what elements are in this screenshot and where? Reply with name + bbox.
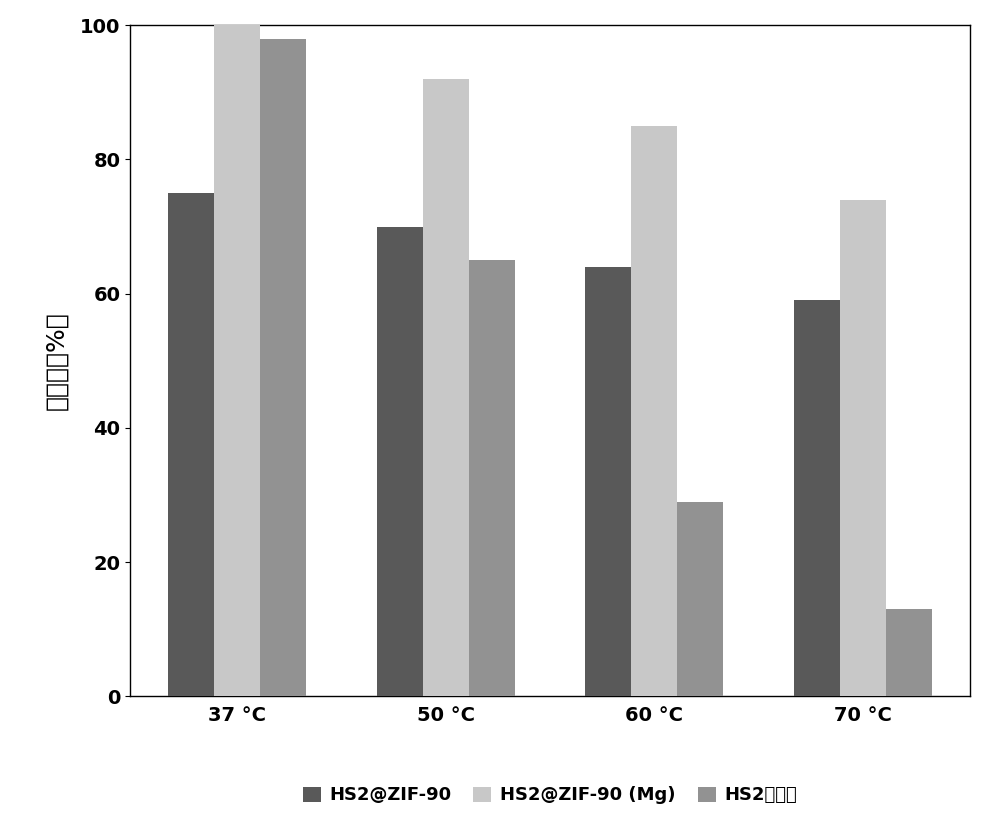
- Bar: [677, 502, 723, 696]
- Bar: [886, 609, 932, 696]
- Bar: [214, 25, 260, 696]
- Bar: [840, 200, 886, 696]
- Legend: HS2@ZIF-90, HS2@ZIF-90 (Mg), HS2游离酶: HS2@ZIF-90, HS2@ZIF-90 (Mg), HS2游离酶: [295, 779, 805, 811]
- Bar: [585, 267, 631, 696]
- Bar: [794, 300, 840, 696]
- Y-axis label: 转化率（%）: 转化率（%）: [45, 311, 69, 410]
- Bar: [631, 126, 677, 696]
- Bar: [423, 79, 469, 696]
- Bar: [469, 260, 515, 696]
- Bar: [260, 39, 306, 696]
- Bar: [168, 193, 214, 696]
- Bar: [377, 227, 423, 696]
